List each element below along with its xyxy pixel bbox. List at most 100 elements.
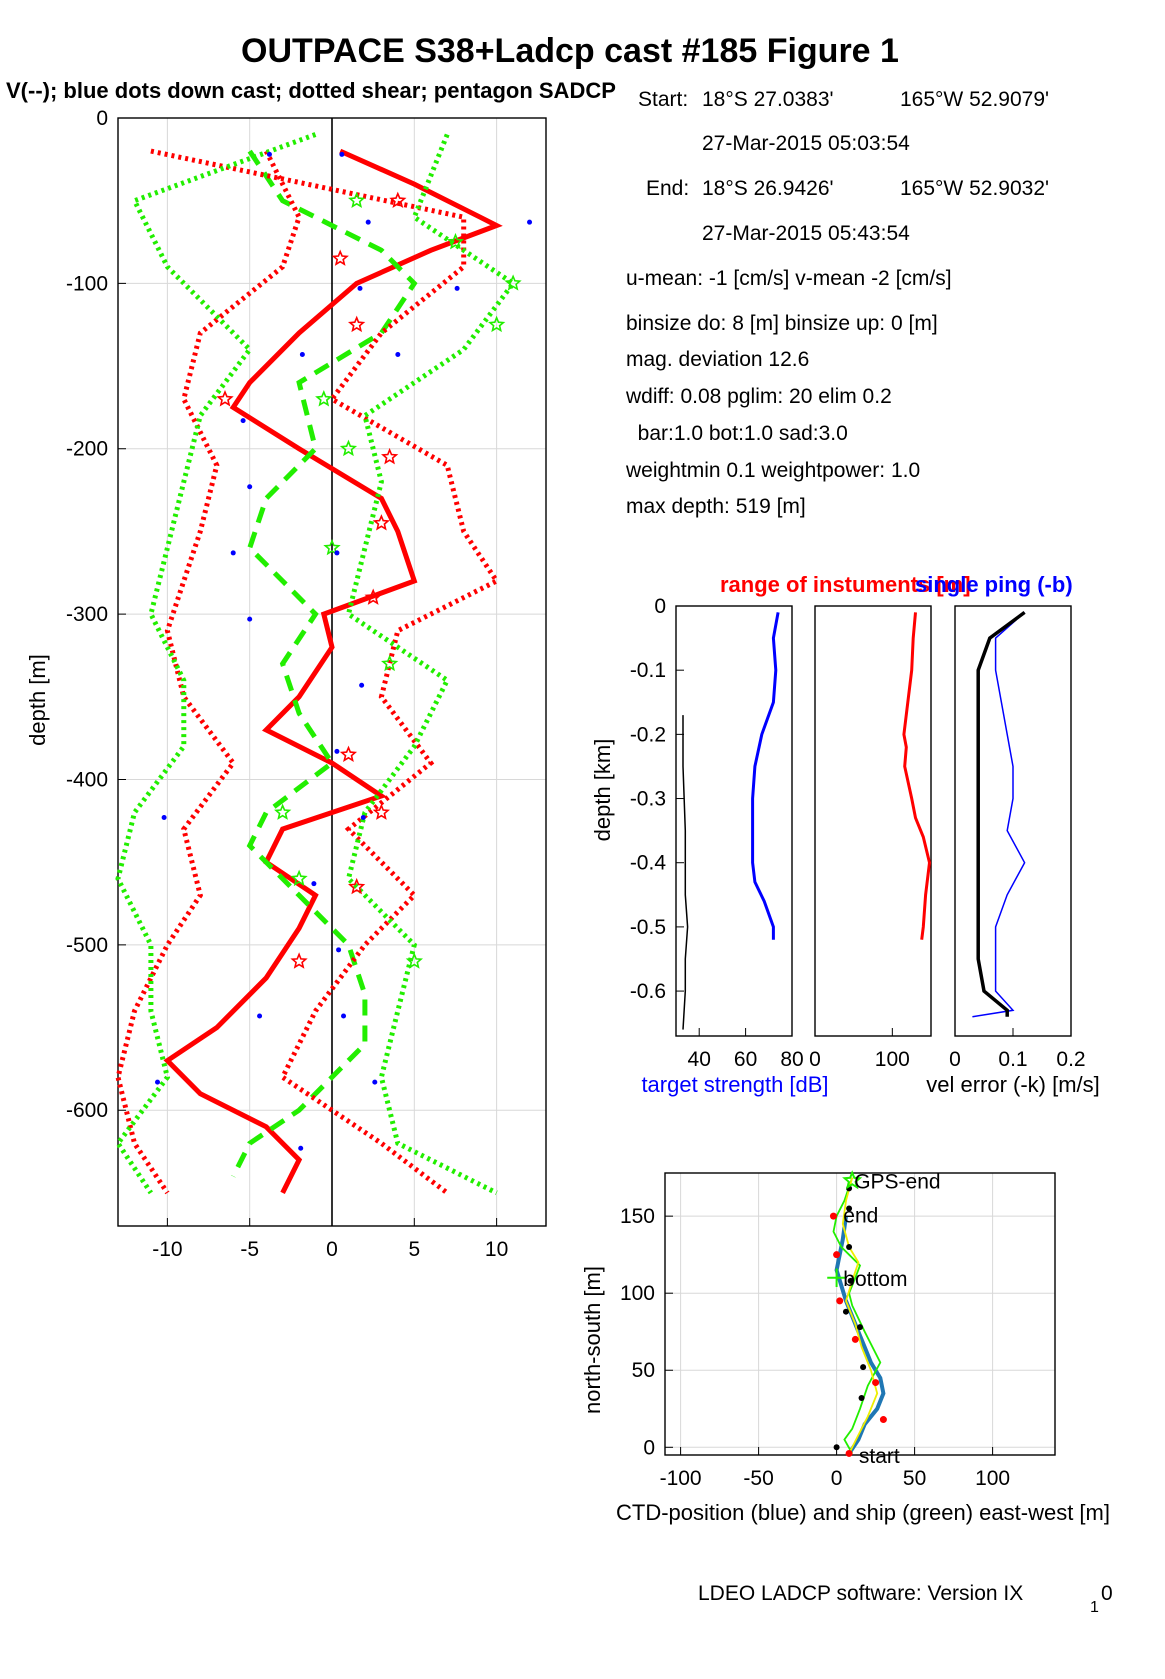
end-lon: 165°W 52.9032' bbox=[900, 177, 1049, 200]
position-annotation: end bbox=[843, 1205, 878, 1228]
downcast-dot bbox=[357, 285, 363, 291]
axes-frame bbox=[814, 605, 932, 1037]
y-tick-label: -0.5 bbox=[630, 916, 666, 939]
series-ship-yellow bbox=[841, 1177, 879, 1454]
y-tick-label: -0.3 bbox=[630, 788, 666, 811]
x-tick-label: 60 bbox=[734, 1048, 757, 1071]
downcast-dot bbox=[230, 550, 236, 556]
x-tick-label: 100 bbox=[975, 1467, 1010, 1490]
footer-version: LDEO LADCP software: Version IX bbox=[698, 1582, 1023, 1605]
range-plot: 0 100 bbox=[809, 605, 932, 1071]
axes-frame bbox=[675, 605, 793, 1037]
y-tick-label: 150 bbox=[620, 1205, 655, 1228]
series-ctd-position bbox=[834, 1215, 886, 1455]
sadcp-u-marker bbox=[331, 249, 349, 266]
start-label: Start: bbox=[638, 88, 688, 111]
sadcp-v-marker bbox=[339, 439, 358, 457]
series-target-strength bbox=[751, 612, 780, 940]
ts-title: range of instuments [m] bbox=[720, 572, 971, 597]
x-tick-label: 0.2 bbox=[1056, 1048, 1085, 1071]
end-time: 27-Mar-2015 05:43:54 bbox=[702, 222, 910, 245]
cast-info: Start: 18°S 27.0383' 165°W 52.9079' 27-M… bbox=[625, 88, 1049, 518]
y-tick-label: 0 bbox=[654, 595, 666, 618]
series-u-shear-up bbox=[150, 148, 501, 1195]
start-lon: 165°W 52.9079' bbox=[900, 88, 1049, 111]
figure-title: OUTPACE S38+Ladcp cast #185 Figure 1 bbox=[241, 32, 899, 70]
downcast-dot bbox=[311, 881, 317, 887]
sadcp-u-marker bbox=[389, 191, 407, 209]
series-u-total bbox=[163, 148, 503, 1195]
y-tick-label: -0.2 bbox=[630, 723, 666, 746]
x-tick-label: 5 bbox=[408, 1238, 420, 1261]
sadcp-u-marker bbox=[216, 390, 234, 407]
downcast-dot bbox=[247, 484, 253, 490]
y-tick-label: 0 bbox=[96, 107, 108, 130]
x-tick-label: 50 bbox=[903, 1467, 926, 1490]
y-tick-label: -100 bbox=[66, 272, 108, 295]
mean-velocities: u-mean: -1 [cm/s] v-mean -2 [cm/s] bbox=[626, 267, 952, 290]
x-tick-label: 0 bbox=[326, 1238, 338, 1261]
position-marker-red bbox=[851, 1335, 859, 1343]
axes-frame bbox=[664, 1172, 1056, 1456]
downcast-dot bbox=[359, 682, 365, 688]
position-annotation: GPS-end bbox=[854, 1171, 940, 1194]
position-marker-black bbox=[857, 1324, 863, 1331]
x-tick-label: 0.1 bbox=[998, 1048, 1027, 1071]
wdiff: wdiff: 0.08 pglim: 20 elim 0.2 bbox=[625, 385, 892, 408]
position-marker-black bbox=[860, 1364, 867, 1371]
sadcp-v-marker bbox=[274, 803, 292, 820]
end-lat: 18°S 26.9426' bbox=[702, 177, 834, 200]
pos-xlabel: CTD-position (blue) and ship (green) eas… bbox=[616, 1500, 1110, 1525]
downcast-dot bbox=[247, 616, 253, 622]
series-reference bbox=[682, 715, 689, 1030]
series-v-total bbox=[230, 149, 418, 1178]
mag-deviation: mag. deviation 12.6 bbox=[626, 348, 809, 371]
downcast-dot bbox=[266, 151, 272, 157]
x-tick-label: 0 bbox=[949, 1048, 961, 1071]
series-vel-error bbox=[976, 610, 1026, 1017]
start-lat: 18°S 27.0383' bbox=[702, 88, 834, 111]
sadcp-u-marker bbox=[348, 877, 366, 895]
y-tick-label: -200 bbox=[66, 438, 108, 461]
position-marker-red bbox=[836, 1297, 844, 1305]
ts-ylabel: depth [km] bbox=[590, 739, 615, 842]
err-title: single ping (-b) bbox=[915, 572, 1073, 597]
software-footer: LDEO LADCP software: Version IX 1 0 bbox=[698, 1582, 1113, 1616]
position-marker-black bbox=[846, 1205, 853, 1212]
series-single-ping bbox=[972, 611, 1026, 1018]
y-tick-label: -0.6 bbox=[630, 980, 666, 1003]
downcast-dot bbox=[341, 1013, 347, 1019]
downcast-dot bbox=[365, 219, 371, 225]
x-tick-label: 80 bbox=[780, 1048, 803, 1071]
x-tick-label: 100 bbox=[875, 1048, 910, 1071]
main-ylabel: depth [m] bbox=[25, 654, 50, 746]
end-label: End: bbox=[646, 177, 689, 200]
x-tick-label: -100 bbox=[660, 1467, 702, 1490]
sadcp-v-marker bbox=[323, 538, 341, 556]
position-marker-black bbox=[858, 1394, 865, 1401]
sadcp-v-marker bbox=[504, 274, 522, 291]
sadcp-v-marker bbox=[488, 315, 506, 333]
gps-end-marker bbox=[842, 1170, 863, 1190]
downcast-dot bbox=[360, 815, 366, 821]
axes-frame bbox=[954, 605, 1072, 1037]
x-tick-label: -50 bbox=[743, 1467, 773, 1490]
err-xlabel: vel error (-k) [m/s] bbox=[926, 1072, 1100, 1097]
footer-subscript: 1 bbox=[1090, 1599, 1099, 1616]
downcast-dot bbox=[334, 550, 340, 556]
sadcp-v-marker bbox=[348, 191, 366, 208]
downcast-dot bbox=[454, 285, 460, 291]
target-strength-plot: 40 60 80 0 -0.1 -0.2 -0.3 -0.4 -0.5 -0.6 bbox=[630, 595, 804, 1071]
y-tick-label: -400 bbox=[66, 768, 108, 791]
position-marker-red bbox=[845, 1449, 853, 1457]
sadcp-v-marker bbox=[315, 389, 333, 407]
sadcp-u-marker bbox=[372, 514, 390, 531]
x-tick-label: 0 bbox=[831, 1467, 843, 1490]
main-velocity-plot: -10 -5 0 5 10 0 -100 -200 -300 -400 -500 -600 bbox=[66, 107, 547, 1261]
downcast-dot bbox=[334, 748, 340, 754]
downcast-dot bbox=[395, 351, 401, 357]
sadcp-u-marker bbox=[339, 745, 358, 762]
downcast-dot bbox=[299, 351, 305, 357]
y-tick-label: 0 bbox=[643, 1436, 655, 1459]
